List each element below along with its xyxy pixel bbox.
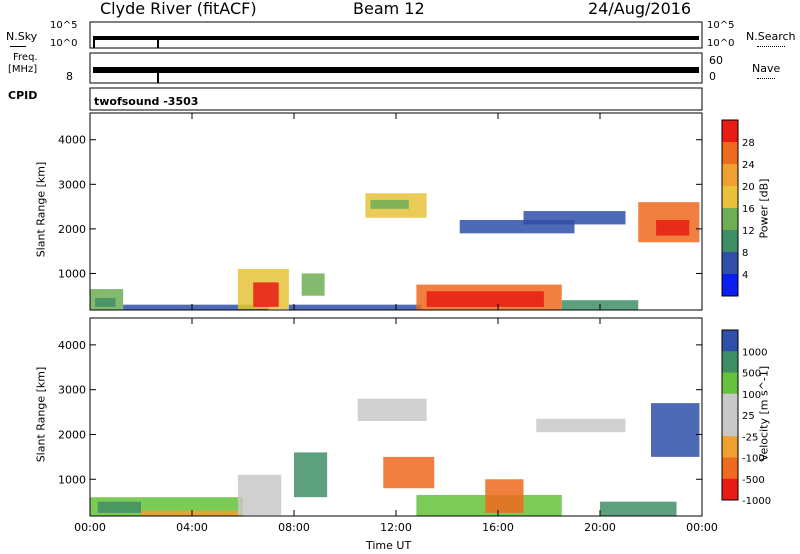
nsky-trace [93, 36, 699, 40]
beam-title: Beam 12 [353, 0, 425, 18]
nsearch-tick-top: 10^5 [707, 20, 735, 31]
velocity-colorbar-seg-0 [722, 330, 738, 352]
freq-frame [89, 52, 703, 84]
freq-spike [157, 67, 159, 83]
xtick-label-5: 20:00 [584, 521, 616, 534]
cpid-label: CPID [8, 89, 38, 102]
power-colorbar-tick-3: 16 [742, 204, 755, 215]
velocity-colorbar-tick-3: 25 [742, 411, 755, 422]
x-axis-title: Time UT [366, 539, 412, 552]
xtick-label-6: 00:00 [686, 521, 718, 534]
velocity-region-10 [651, 403, 700, 457]
power-colorbar-seg-2 [722, 164, 738, 187]
velocity-colorbar-tick-2: 100 [742, 390, 761, 401]
power-colorbar-seg-4 [722, 208, 738, 231]
velocity-ytick-label-1: 2000 [58, 428, 86, 441]
nsky-frame [89, 21, 703, 49]
xtick-label-3: 12:00 [380, 521, 412, 534]
nsky-legend-line [10, 46, 26, 47]
velocity-region-9 [536, 418, 626, 433]
velocity-colorbar-seg-4 [722, 415, 738, 437]
power-colorbar-frame [721, 119, 739, 297]
velocity-colorbar-frame [721, 329, 739, 501]
nsearch-label: N.Search [746, 30, 796, 43]
power-region-2 [123, 304, 269, 310]
freq-label: Freq. [13, 52, 38, 63]
power-colorbar-tick-5: 8 [742, 248, 748, 259]
power-region-10 [426, 291, 544, 307]
power-colorbar-tick-6: 4 [742, 270, 748, 281]
power-region-15 [523, 211, 626, 225]
velocity-colorbar-tick-7: -1000 [742, 496, 771, 507]
velocity-colorbar-seg-6 [722, 457, 738, 480]
velocity-colorbar-tick-0: 1000 [742, 347, 767, 358]
velocity-colorbar-seg-3 [722, 393, 738, 416]
xtick-label-2: 08:00 [278, 521, 310, 534]
power-region-5 [288, 304, 422, 310]
power-region-8 [370, 199, 409, 209]
power-colorbar-seg-0 [722, 120, 738, 143]
velocity-colorbar-tick-6: -500 [742, 475, 765, 486]
nsky-tick-top: 10^5 [50, 20, 78, 31]
freq-tick: 8 [66, 70, 73, 83]
nsky-spike [93, 36, 95, 48]
velocity-region-4 [294, 452, 328, 498]
xtick-label-1: 04:00 [176, 521, 208, 534]
power-ytick-label-3: 4000 [58, 134, 86, 147]
power-region-13 [656, 219, 690, 236]
freq-trace [93, 67, 699, 73]
cpid-value: twofsound -3503 [94, 95, 199, 108]
velocity-colorbar-seg-7 [722, 478, 738, 501]
velocity-colorbar-tick-1: 500 [742, 369, 761, 380]
date-title: 24/Aug/2016 [588, 0, 692, 18]
xtick-label-0: 00:00 [74, 521, 106, 534]
nave-legend-line [757, 78, 775, 79]
nave-tick-bottom: 0 [709, 70, 716, 83]
power-colorbar-tick-4: 12 [742, 226, 755, 237]
power-colorbar-seg-6 [722, 252, 738, 275]
power-ytick-label-2: 3000 [58, 178, 86, 191]
power-region-1 [95, 297, 116, 307]
nsearch-tick-bottom: 10^0 [707, 38, 735, 49]
velocity-region-1 [97, 501, 141, 513]
nsearch-legend-line [757, 46, 785, 47]
power-colorbar-seg-1 [722, 142, 738, 165]
velocity-region-6 [383, 456, 435, 489]
velocity-region-11 [600, 501, 677, 516]
power-colorbar-seg-7 [722, 274, 738, 297]
power-colorbar-tick-0: 28 [742, 138, 755, 149]
nsky-spike-2 [157, 36, 159, 48]
power-ytick-label-0: 1000 [58, 267, 86, 280]
velocity-colorbar-seg-5 [722, 436, 738, 458]
velocity-colorbar-tick-5: -100 [742, 454, 765, 465]
power-region-4 [253, 282, 279, 307]
power-colorbar-seg-3 [722, 186, 738, 209]
power-colorbar-tick-1: 24 [742, 160, 755, 171]
velocity-ytick-label-2: 3000 [58, 384, 86, 397]
velocity-region-3 [237, 474, 282, 516]
velocity-ytick-label-0: 1000 [58, 473, 86, 486]
velocity-colorbar-seg-1 [722, 351, 738, 373]
nave-tick-top: 60 [709, 54, 723, 67]
xtick-label-4: 16:00 [482, 521, 514, 534]
velocity-colorbar-seg-2 [722, 372, 738, 395]
cpid-frame [89, 87, 703, 111]
velocity-region-5 [357, 398, 427, 422]
velocity-ytick-label-3: 4000 [58, 339, 86, 352]
power-region-6 [301, 273, 325, 296]
station-title: Clyde River (fitACF) [100, 0, 257, 18]
power-colorbar-seg-5 [722, 230, 738, 253]
velocity-region-8 [485, 479, 524, 513]
velocity-colorbar-tick-4: -25 [742, 432, 758, 443]
nsky-tick-bottom: 10^0 [50, 38, 78, 49]
nsky-label: N.Sky [6, 30, 38, 43]
power-ytick-label-1: 2000 [58, 223, 86, 236]
power-colorbar-tick-2: 20 [742, 182, 755, 193]
nave-label: Nave [752, 62, 781, 75]
freq-unit-label: [MHz] [8, 64, 38, 75]
